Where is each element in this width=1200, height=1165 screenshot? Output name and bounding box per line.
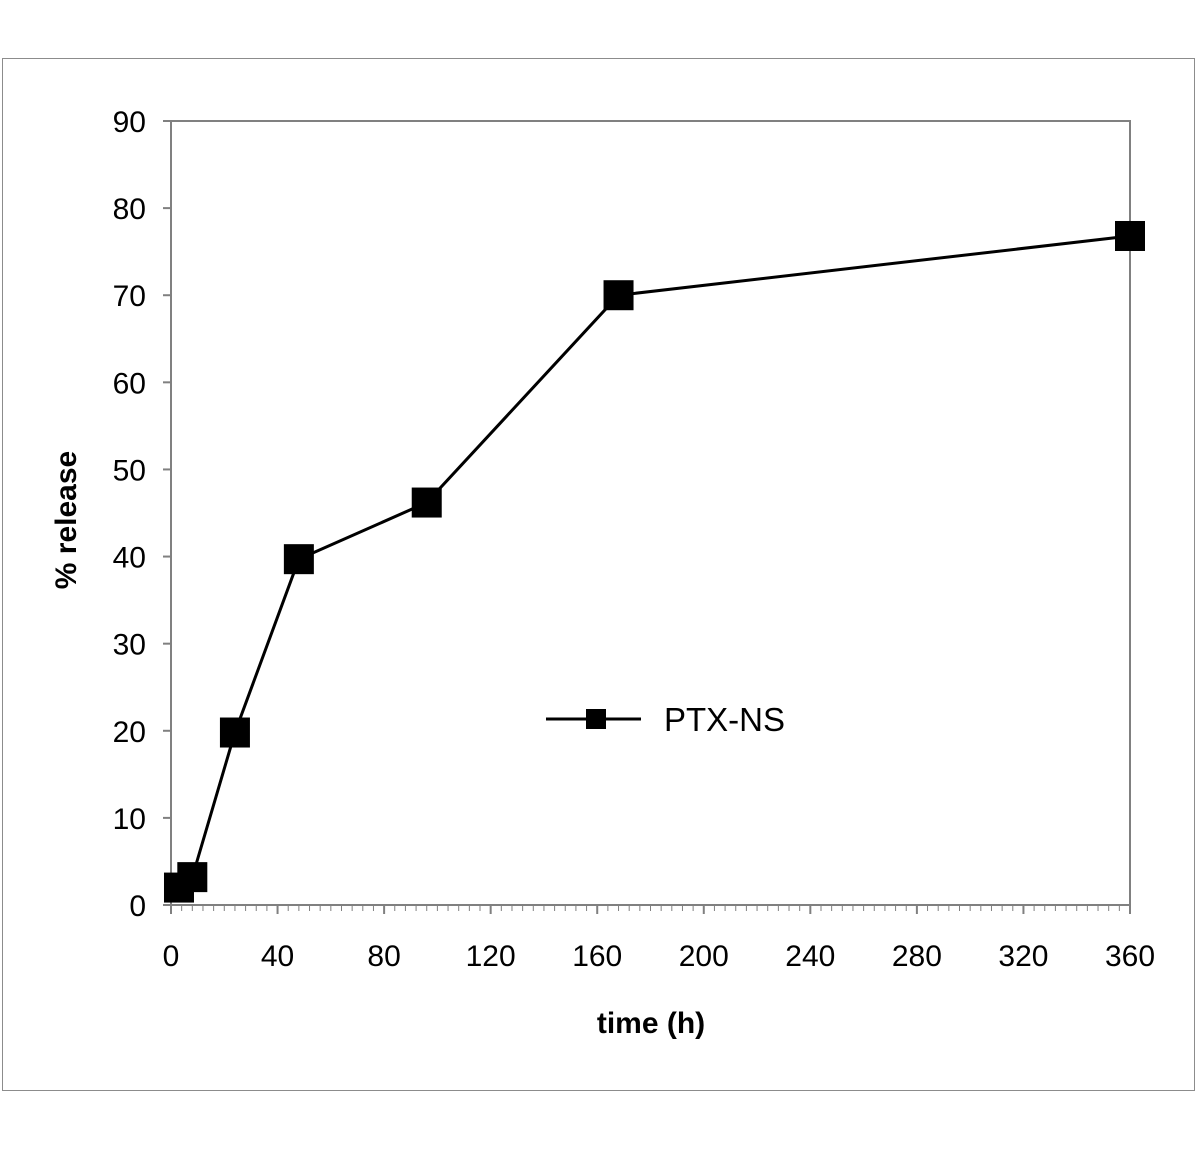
legend: PTX-NS (546, 701, 785, 738)
data-point (603, 280, 634, 311)
data-point (283, 544, 314, 575)
y-tick-label: 60 (113, 367, 146, 400)
series-layer (163, 220, 1145, 903)
data-point (177, 862, 208, 893)
legend-label: PTX-NS (664, 701, 785, 738)
series-line (178, 234, 1131, 889)
data-point (1115, 220, 1145, 251)
y-tick-label: 30 (113, 629, 146, 662)
y-tick-label: 90 (113, 106, 146, 139)
y-tick-labels: 0 10 20 30 40 50 60 70 80 90 (113, 106, 146, 923)
x-tick-labels: 0 40 80 120 160 200 240 280 320 360 (163, 940, 1155, 973)
y-tick-label: 80 (113, 193, 146, 226)
x-tick-label: 200 (679, 940, 729, 973)
y-axis-title: % release (50, 451, 83, 589)
y-tick-label: 20 (113, 716, 146, 749)
x-tick-label: 120 (466, 940, 516, 973)
y-tick-label: 40 (113, 542, 146, 575)
x-tick-label: 280 (892, 940, 942, 973)
figure-frame (2, 58, 1195, 1091)
x-tick-label: 40 (261, 940, 294, 973)
x-tick-label: 0 (163, 940, 180, 973)
y-tick-label: 50 (113, 454, 146, 487)
x-tick-label: 240 (785, 940, 835, 973)
plot-border (170, 120, 1131, 906)
data-point (219, 717, 250, 748)
x-tick-label: 320 (998, 940, 1048, 973)
y-tick-label: 10 (113, 803, 146, 836)
x-tick-label: 160 (572, 940, 622, 973)
y-tick-label: 0 (129, 890, 146, 923)
plot-area (163, 120, 1131, 914)
data-point (411, 487, 442, 518)
x-axis-title: time (h) (597, 1007, 705, 1040)
x-tick-label: 80 (367, 940, 400, 973)
y-tick-label: 70 (113, 280, 146, 313)
x-tick-label: 360 (1105, 940, 1155, 973)
legend-marker (586, 709, 606, 729)
